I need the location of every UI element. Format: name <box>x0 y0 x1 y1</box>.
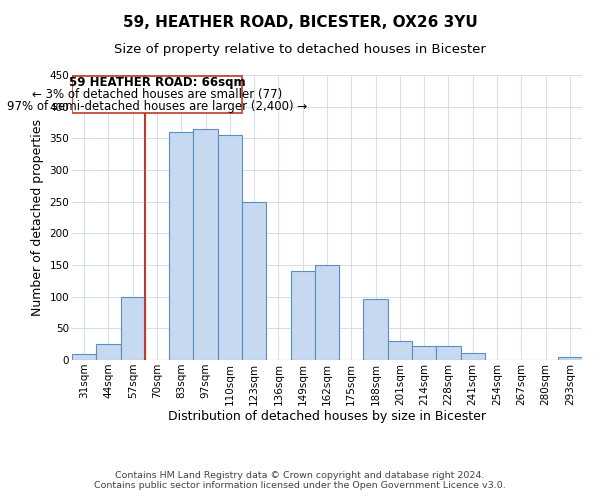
Bar <box>242 202 266 360</box>
Y-axis label: Number of detached properties: Number of detached properties <box>31 119 44 316</box>
Bar <box>461 353 485 360</box>
Bar <box>218 135 242 360</box>
Text: 97% of semi-detached houses are larger (2,400) →: 97% of semi-detached houses are larger (… <box>7 100 307 114</box>
Bar <box>388 341 412 360</box>
Text: 59, HEATHER ROAD, BICESTER, OX26 3YU: 59, HEATHER ROAD, BICESTER, OX26 3YU <box>122 15 478 30</box>
Bar <box>290 272 315 360</box>
Bar <box>193 129 218 360</box>
Bar <box>72 354 96 360</box>
Text: 59 HEATHER ROAD: 66sqm: 59 HEATHER ROAD: 66sqm <box>68 76 245 89</box>
Bar <box>364 298 388 360</box>
X-axis label: Distribution of detached houses by size in Bicester: Distribution of detached houses by size … <box>168 410 486 424</box>
Bar <box>558 357 582 360</box>
Bar <box>72 76 242 113</box>
Bar <box>121 298 145 360</box>
Text: Size of property relative to detached houses in Bicester: Size of property relative to detached ho… <box>114 42 486 56</box>
Bar <box>96 344 121 360</box>
Bar <box>169 132 193 360</box>
Bar <box>436 346 461 360</box>
Bar <box>412 346 436 360</box>
Text: ← 3% of detached houses are smaller (77): ← 3% of detached houses are smaller (77) <box>32 88 282 101</box>
Text: Contains HM Land Registry data © Crown copyright and database right 2024.
Contai: Contains HM Land Registry data © Crown c… <box>94 470 506 490</box>
Bar <box>315 265 339 360</box>
